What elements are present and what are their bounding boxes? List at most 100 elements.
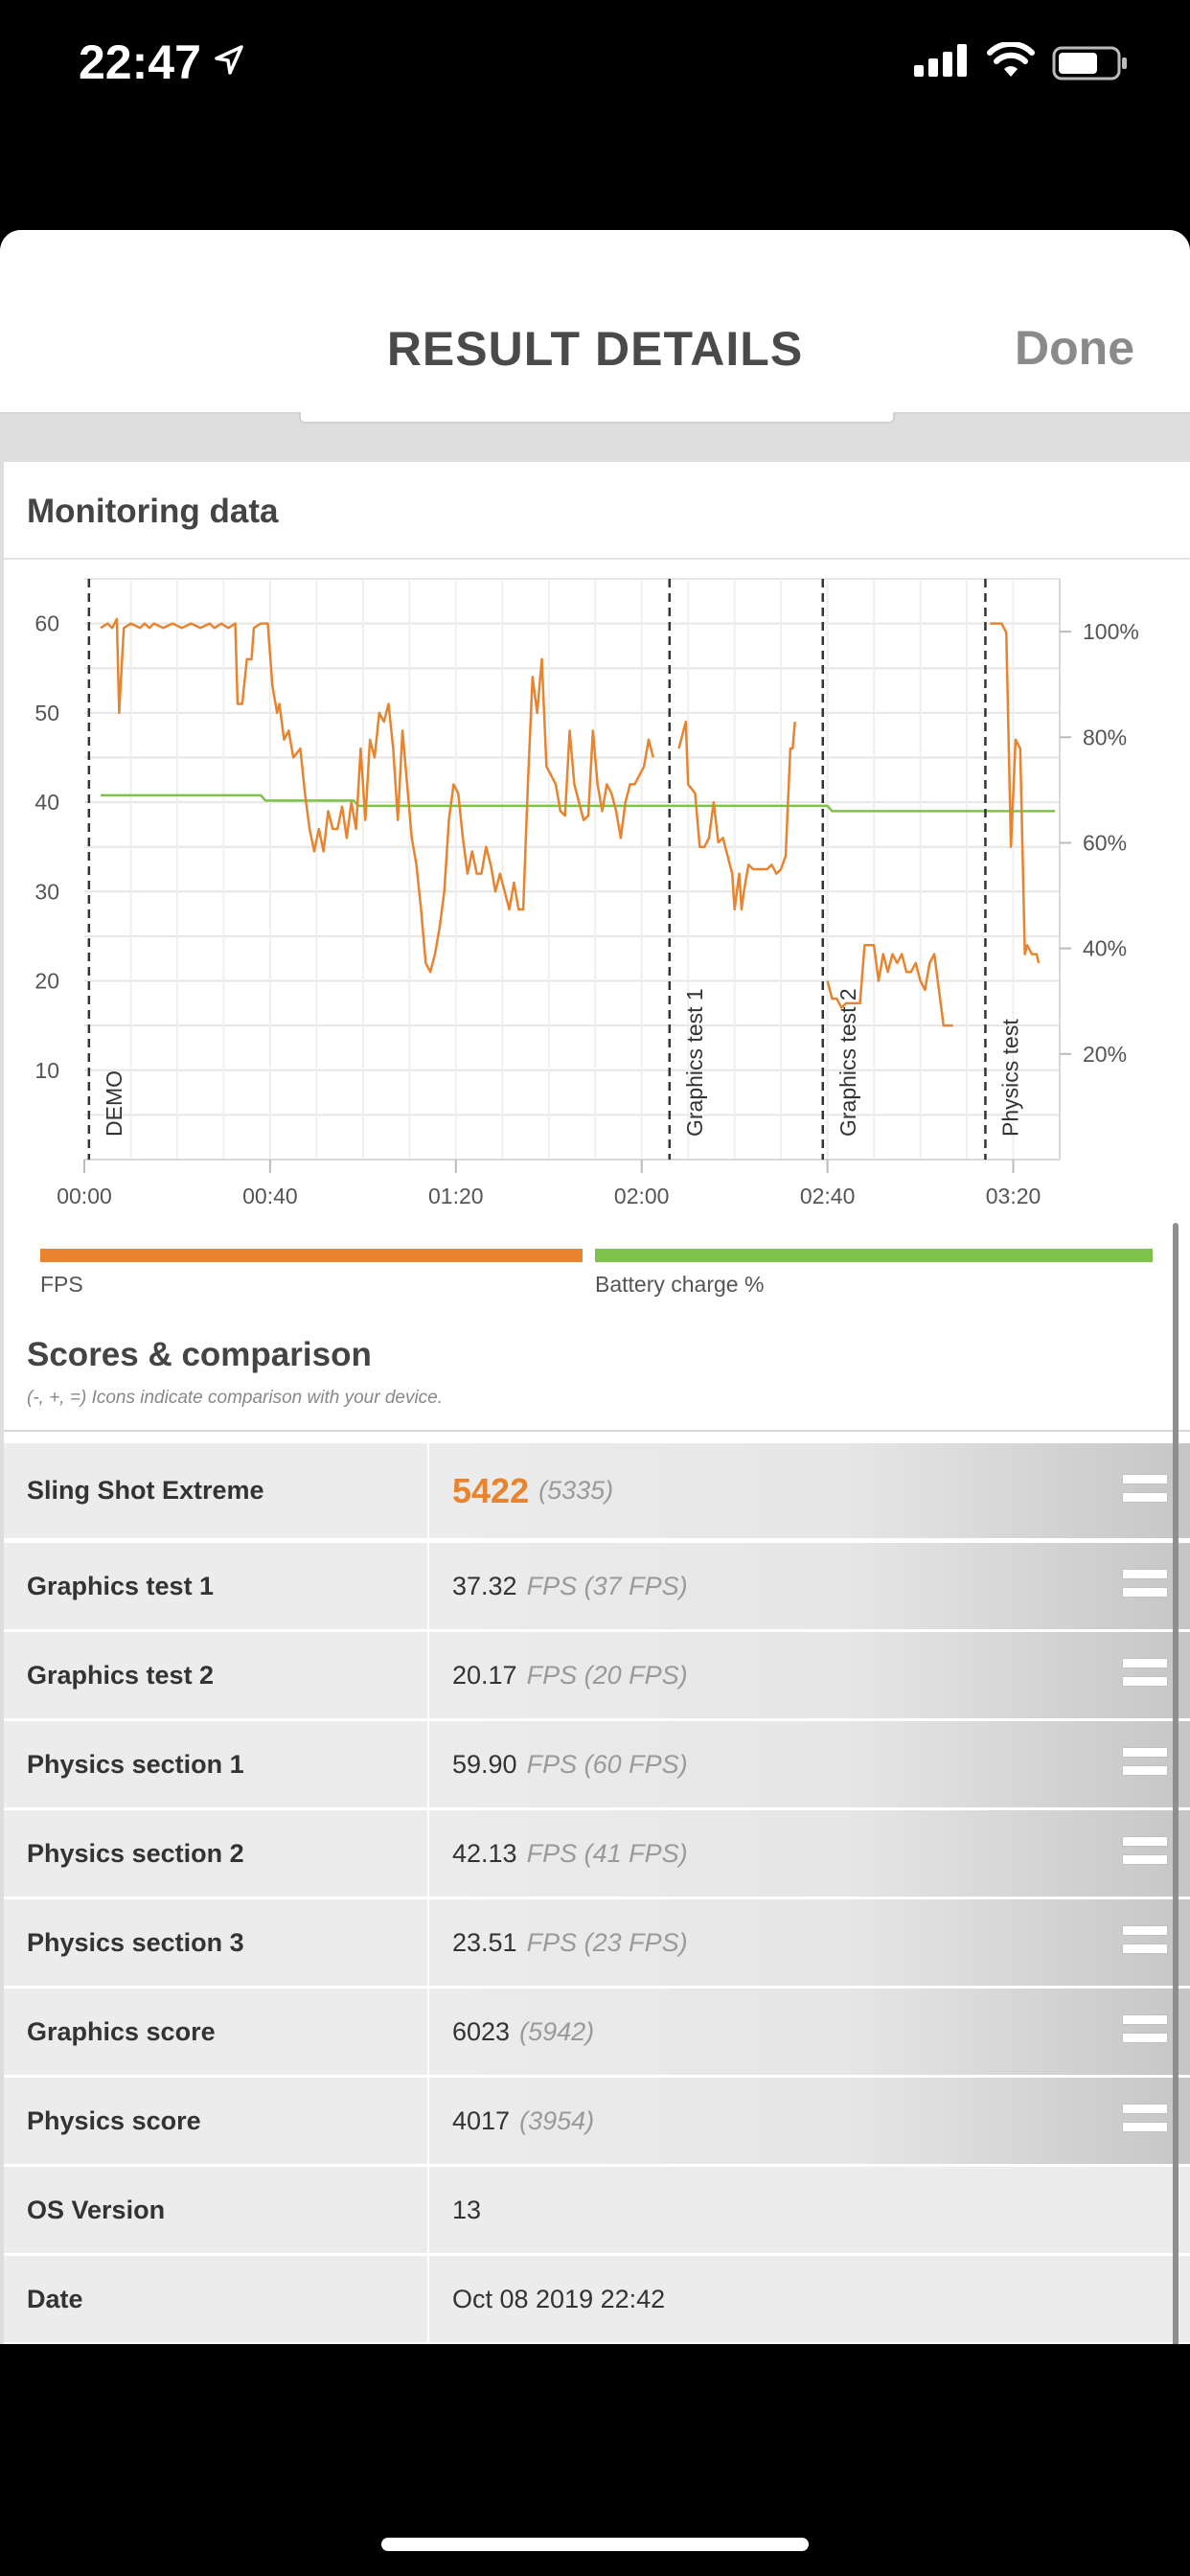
score-value: 37.32 <box>452 1571 517 1600</box>
y-tick-label: 20 <box>34 969 59 994</box>
fps-series-line <box>100 617 655 974</box>
score-value: 59.90 <box>452 1749 517 1779</box>
x-tick-label: 00:40 <box>242 1184 298 1208</box>
equal-icon <box>1123 1837 1167 1870</box>
phase-marker-label: DEMO <box>102 1070 126 1137</box>
page-title: RESULT DETAILS <box>386 322 804 376</box>
fps-legend-label: FPS <box>40 1272 83 1297</box>
y-tick-label: 40 <box>34 790 59 815</box>
score-value-cell: 13 <box>429 2167 1190 2253</box>
monitoring-title: Monitoring data <box>27 493 279 530</box>
scores-title: Scores & comparison <box>27 1336 372 1373</box>
score-value-cell: 37.32 FPS (37 FPS) <box>429 1543 1190 1629</box>
score-value-cell: 5422 (5335) <box>429 1443 1190 1538</box>
score-value-cell: 59.90 FPS (60 FPS) <box>429 1721 1190 1807</box>
x-tick-label: 00:00 <box>57 1184 112 1208</box>
previous-card-edge <box>299 412 895 424</box>
score-comparison: (5942) <box>519 2016 595 2046</box>
score-value-cell: 42.13 FPS (41 FPS) <box>429 1810 1190 1897</box>
phase-marker-label: Physics test <box>997 1019 1022 1137</box>
equal-icon <box>1123 1659 1167 1691</box>
equal-icon <box>1123 1748 1167 1781</box>
score-row: Graphics test 2 20.17 FPS (20 FPS) <box>4 1632 1190 1718</box>
score-label: Graphics score <box>4 1989 427 2075</box>
right-tick-label: 40% <box>1083 936 1127 961</box>
right-tick-label: 100% <box>1083 619 1139 644</box>
score-comparison: FPS (60 FPS) <box>526 1749 688 1779</box>
battery-legend-swatch <box>595 1249 1153 1262</box>
home-indicator[interactable] <box>381 2538 809 2551</box>
details-card: Monitoring data 00:00 00:40 01:20 02:00 02:4… <box>4 462 1190 2344</box>
x-tick-label: 03:20 <box>986 1184 1041 1208</box>
y-tick-label: 10 <box>34 1058 59 1083</box>
score-comparison: (3954) <box>519 2105 595 2135</box>
score-row: Physics section 2 42.13 FPS (41 FPS) <box>4 1810 1190 1897</box>
result-details-sheet: RESULT DETAILS Done Monitoring data 00:0… <box>0 230 1190 2344</box>
wifi-icon <box>987 42 1035 77</box>
score-row: Physics section 3 23.51 FPS (23 FPS) <box>4 1899 1190 1986</box>
battery-legend-label: Battery charge % <box>595 1272 765 1297</box>
fps-series-line <box>826 943 953 1027</box>
battery-series-line <box>100 794 1056 813</box>
score-row: Graphics test 1 37.32 FPS (37 FPS) <box>4 1543 1190 1629</box>
phase-marker-label: Graphics test 1 <box>682 988 707 1137</box>
monitoring-chart: 00:00 00:40 01:20 02:00 02:40 03:20 60 50 40 30 20… <box>34 578 1139 1208</box>
equal-icon <box>1123 2104 1167 2137</box>
score-value-cell: Oct 08 2019 22:42 <box>429 2256 1190 2342</box>
score-value: 6023 <box>452 2016 511 2046</box>
score-value: 5422 <box>452 1470 530 1510</box>
score-label: Physics section 3 <box>4 1899 427 1986</box>
navigation-bar: RESULT DETAILS Done <box>0 230 1190 414</box>
equal-icon <box>1123 2015 1167 2048</box>
score-label: Physics section 1 <box>4 1721 427 1807</box>
score-row: Physics section 1 59.90 FPS (60 FPS) <box>4 1721 1190 1807</box>
score-label: OS Version <box>4 2167 427 2253</box>
y-tick-label: 60 <box>34 611 59 636</box>
score-value: 4017 <box>452 2105 511 2135</box>
fps-series-line <box>990 622 1041 964</box>
equal-icon <box>1123 1570 1167 1602</box>
score-row: OS Version 13 <box>4 2167 1190 2253</box>
score-value-cell: 23.51 FPS (23 FPS) <box>429 1899 1190 1986</box>
score-value-cell: 20.17 FPS (20 FPS) <box>429 1632 1190 1718</box>
score-comparison: (5335) <box>538 1476 614 1505</box>
fps-series-line <box>677 720 796 911</box>
x-tick-label: 02:00 <box>614 1184 670 1208</box>
score-value-cell: 6023 (5942) <box>429 1989 1190 2075</box>
score-label: Date <box>4 2256 427 2342</box>
score-label: Sling Shot Extreme <box>4 1443 427 1538</box>
x-tick-label: 01:20 <box>428 1184 484 1208</box>
y-tick-label: 30 <box>34 879 59 904</box>
score-row: Sling Shot Extreme 5422 (5335) <box>4 1443 1190 1538</box>
score-value: 42.13 <box>452 1838 517 1868</box>
score-value-cell: 4017 (3954) <box>429 2078 1190 2164</box>
right-tick-label: 20% <box>1083 1042 1127 1067</box>
score-row: Graphics score 6023 (5942) <box>4 1989 1190 2075</box>
phase-marker-label: Graphics test 2 <box>835 988 860 1137</box>
scores-subtitle: (-, +, =) Icons indicate comparison with… <box>27 1388 444 1408</box>
score-label: Graphics test 1 <box>4 1543 427 1629</box>
done-button[interactable]: Done <box>1015 321 1134 375</box>
score-label: Physics section 2 <box>4 1810 427 1897</box>
score-label: Graphics test 2 <box>4 1632 427 1718</box>
score-comparison: FPS (37 FPS) <box>526 1571 688 1600</box>
score-row: Physics score 4017 (3954) <box>4 2078 1190 2164</box>
score-value: 13 <box>452 2195 482 2224</box>
score-value: 23.51 <box>452 1927 517 1957</box>
score-comparison: FPS (23 FPS) <box>526 1927 688 1957</box>
score-comparison: FPS (41 FPS) <box>526 1838 688 1868</box>
battery-icon <box>1052 46 1127 80</box>
equal-icon <box>1123 1474 1167 1507</box>
score-value: 20.17 <box>452 1660 517 1690</box>
score-value: Oct 08 2019 22:42 <box>452 2284 666 2313</box>
location-arrow-icon <box>215 45 243 75</box>
divider <box>4 558 1190 560</box>
cellular-signal-icon <box>914 44 967 77</box>
equal-icon <box>1123 1926 1167 1959</box>
right-tick-label: 60% <box>1083 830 1127 855</box>
scrollbar[interactable] <box>1173 1223 1179 2344</box>
fps-legend-swatch <box>40 1249 583 1262</box>
status-time: 22:47 <box>79 35 201 89</box>
divider <box>4 1430 1190 1432</box>
score-label: Physics score <box>4 2078 427 2164</box>
